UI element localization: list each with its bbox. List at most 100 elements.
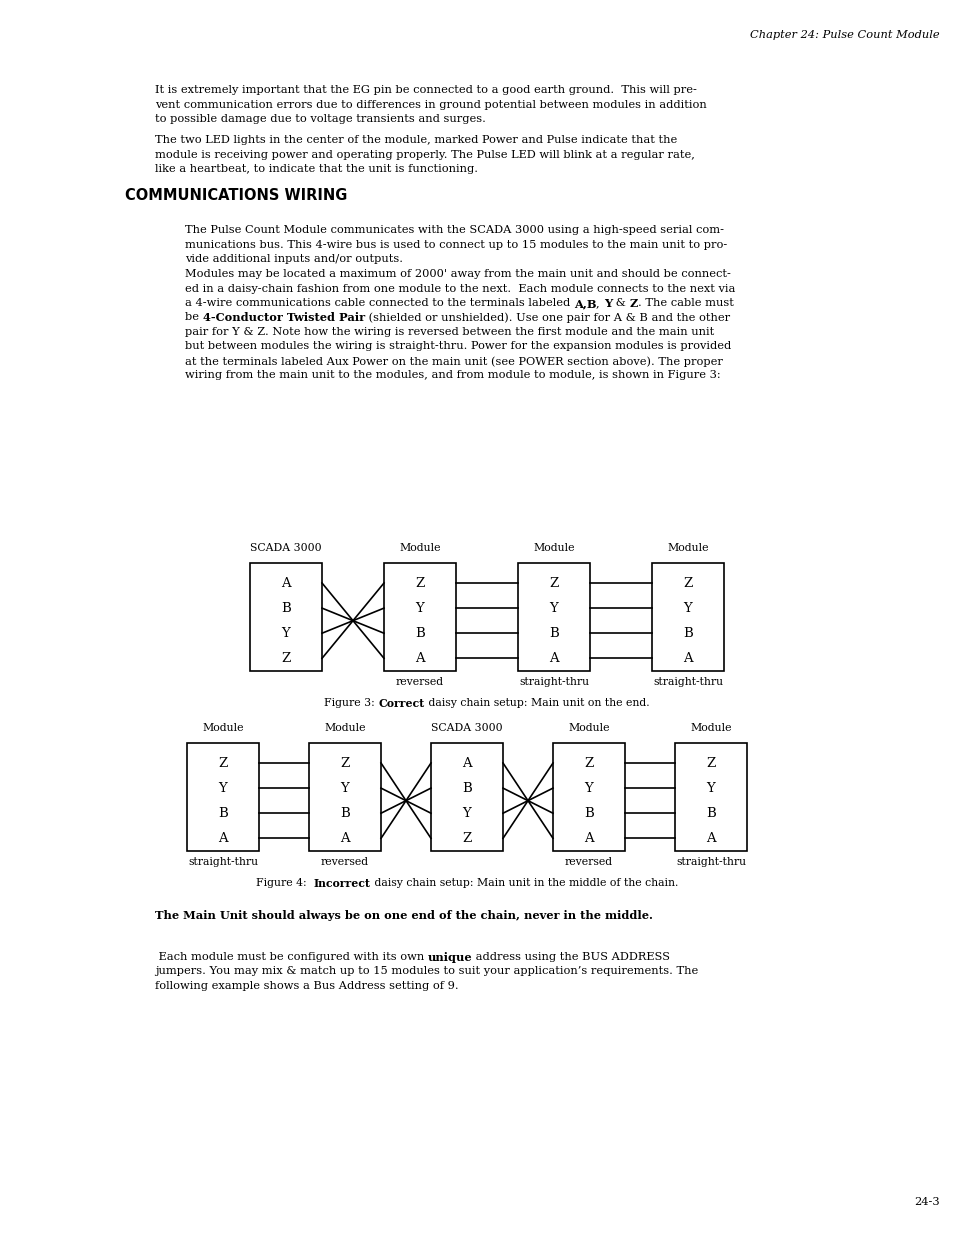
Text: A: A — [415, 652, 424, 666]
Bar — [250, 563, 322, 671]
Text: B: B — [549, 627, 558, 640]
Text: It is extremely important that the EG pin be connected to a good earth ground.  : It is extremely important that the EG pi… — [154, 85, 696, 95]
Text: Y: Y — [683, 603, 692, 615]
Text: address using the BUS ADDRESS: address using the BUS ADDRESS — [472, 952, 670, 962]
Bar — [187, 743, 258, 851]
Text: A: A — [549, 652, 558, 666]
Text: A: A — [705, 832, 715, 845]
Text: Y: Y — [218, 782, 227, 795]
Text: The two LED lights in the center of the module, marked Power and Pulse indicate : The two LED lights in the center of the … — [154, 135, 677, 144]
Text: B: B — [682, 627, 692, 640]
Text: be: be — [185, 312, 202, 322]
Text: SCADA 3000: SCADA 3000 — [250, 543, 321, 553]
Text: but between modules the wiring is straight-thru. Power for the expansion modules: but between modules the wiring is straig… — [185, 342, 731, 352]
Text: Each module must be configured with its own: Each module must be configured with its … — [154, 952, 428, 962]
Text: B: B — [281, 603, 291, 615]
Text: A,B: A,B — [574, 298, 596, 309]
Text: reversed: reversed — [564, 857, 613, 867]
Text: Y: Y — [340, 782, 349, 795]
Text: Figure 4:: Figure 4: — [255, 878, 314, 888]
Text: Z: Z — [705, 757, 715, 769]
Text: reversed: reversed — [320, 857, 369, 867]
Bar — [517, 563, 589, 671]
Text: ,: , — [596, 298, 603, 308]
Text: Z: Z — [462, 832, 471, 845]
Text: A: A — [682, 652, 692, 666]
Text: straight-thru: straight-thru — [188, 857, 258, 867]
Text: pair for Y & Z. Note how the wiring is reversed between the first module and the: pair for Y & Z. Note how the wiring is r… — [185, 327, 714, 337]
Text: Z: Z — [281, 652, 291, 666]
Text: Z: Z — [549, 577, 558, 590]
Text: following example shows a Bus Address setting of 9.: following example shows a Bus Address se… — [154, 981, 458, 990]
Text: A: A — [461, 757, 472, 769]
Text: Z: Z — [682, 577, 692, 590]
Text: A: A — [340, 832, 350, 845]
Text: Module: Module — [533, 543, 574, 553]
Bar — [675, 743, 746, 851]
Text: &: & — [611, 298, 629, 308]
Text: daisy chain setup: Main unit in the middle of the chain.: daisy chain setup: Main unit in the midd… — [370, 878, 678, 888]
Bar — [384, 563, 456, 671]
Text: A: A — [218, 832, 228, 845]
Text: like a heartbeat, to indicate that the unit is functioning.: like a heartbeat, to indicate that the u… — [154, 164, 477, 174]
Text: B: B — [415, 627, 424, 640]
Text: Module: Module — [399, 543, 440, 553]
Text: B: B — [461, 782, 472, 795]
Text: wiring from the main unit to the modules, and from module to module, is shown in: wiring from the main unit to the modules… — [185, 370, 720, 380]
Text: The Pulse Count Module communicates with the SCADA 3000 using a high-speed seria: The Pulse Count Module communicates with… — [185, 225, 723, 235]
Text: 4-Conductor Twisted Pair: 4-Conductor Twisted Pair — [202, 312, 364, 324]
Text: B: B — [218, 808, 228, 820]
Bar — [431, 743, 502, 851]
Text: Module: Module — [690, 722, 731, 734]
Text: SCADA 3000: SCADA 3000 — [431, 722, 502, 734]
Text: A: A — [281, 577, 291, 590]
Text: Modules may be located a maximum of 2000' away from the main unit and should be : Modules may be located a maximum of 2000… — [185, 269, 730, 279]
Text: Y: Y — [706, 782, 715, 795]
Text: Y: Y — [281, 627, 290, 640]
Text: a 4-wire communications cable connected to the terminals labeled: a 4-wire communications cable connected … — [185, 298, 574, 308]
Text: Z: Z — [340, 757, 349, 769]
Text: Y: Y — [462, 808, 471, 820]
Text: daisy chain setup: Main unit on the end.: daisy chain setup: Main unit on the end. — [424, 698, 649, 708]
Text: vide additional inputs and/or outputs.: vide additional inputs and/or outputs. — [185, 254, 402, 264]
Text: Y: Y — [549, 603, 558, 615]
Text: Correct: Correct — [378, 698, 424, 709]
Text: Z: Z — [629, 298, 637, 309]
Bar — [553, 743, 624, 851]
Bar — [309, 743, 380, 851]
Text: Y: Y — [603, 298, 611, 309]
Text: straight-thru: straight-thru — [652, 677, 722, 687]
Text: Y: Y — [416, 603, 424, 615]
Text: Chapter 24: Pulse Count Module: Chapter 24: Pulse Count Module — [750, 30, 939, 40]
Text: reversed: reversed — [395, 677, 443, 687]
Text: to possible damage due to voltage transients and surges.: to possible damage due to voltage transi… — [154, 114, 485, 124]
Text: Z: Z — [218, 757, 228, 769]
Text: B: B — [705, 808, 715, 820]
Text: Module: Module — [202, 722, 244, 734]
Text: The Main Unit should always be on one end of the chain, never in the middle.: The Main Unit should always be on one en… — [154, 910, 652, 921]
Text: unique: unique — [428, 952, 472, 963]
Text: Y: Y — [584, 782, 593, 795]
Text: jumpers. You may mix & match up to 15 modules to suit your application’s require: jumpers. You may mix & match up to 15 mo… — [154, 967, 698, 977]
Text: at the terminals labeled Aux Power on the main unit (see POWER section above). T: at the terminals labeled Aux Power on th… — [185, 356, 722, 367]
Bar — [651, 563, 723, 671]
Text: (shielded or unshielded). Use one pair for A & B and the other: (shielded or unshielded). Use one pair f… — [364, 312, 729, 324]
Text: B: B — [583, 808, 594, 820]
Text: Z: Z — [584, 757, 593, 769]
Text: Figure 3:: Figure 3: — [324, 698, 378, 708]
Text: Module: Module — [324, 722, 365, 734]
Text: Module: Module — [666, 543, 708, 553]
Text: Incorrect: Incorrect — [314, 878, 370, 889]
Text: Z: Z — [415, 577, 424, 590]
Text: 24-3: 24-3 — [913, 1197, 939, 1207]
Text: vent communication errors due to differences in ground potential between modules: vent communication errors due to differe… — [154, 100, 706, 110]
Text: munications bus. This 4-wire bus is used to connect up to 15 modules to the main: munications bus. This 4-wire bus is used… — [185, 240, 726, 249]
Text: A: A — [583, 832, 593, 845]
Text: module is receiving power and operating properly. The Pulse LED will blink at a : module is receiving power and operating … — [154, 149, 694, 159]
Text: straight-thru: straight-thru — [518, 677, 588, 687]
Text: B: B — [340, 808, 350, 820]
Text: straight-thru: straight-thru — [676, 857, 745, 867]
Text: Module: Module — [568, 722, 609, 734]
Text: . The cable must: . The cable must — [637, 298, 733, 308]
Text: COMMUNICATIONS WIRING: COMMUNICATIONS WIRING — [125, 188, 347, 203]
